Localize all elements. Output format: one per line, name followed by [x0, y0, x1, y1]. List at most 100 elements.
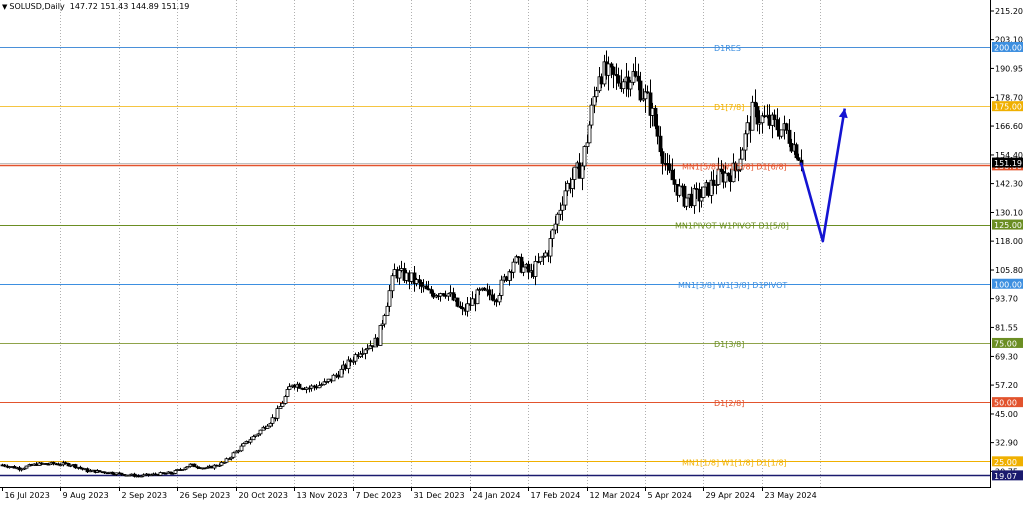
candle-body: [716, 168, 721, 185]
candle-body: [572, 166, 577, 180]
level-tag-bg: [992, 41, 1023, 52]
candle-body: [460, 307, 465, 310]
candle-body: [587, 124, 592, 144]
candle-body: [80, 467, 85, 470]
candle-body: [490, 294, 495, 301]
candle-body: [728, 175, 733, 183]
candle-body: [504, 276, 509, 281]
candle-body: [577, 162, 582, 179]
candle-body: [692, 188, 697, 207]
candle-body: [538, 256, 543, 262]
candle-body: [621, 81, 626, 90]
time-tick-label: 2 Sep 2023: [122, 491, 168, 500]
price-tick-label: 154.40: [995, 151, 1023, 160]
price-tick-label: 190.95: [995, 64, 1023, 73]
time-tick-label: 13 Nov 2023: [297, 491, 348, 500]
level-tag-bg: [992, 337, 1023, 348]
candle-body: [202, 467, 207, 470]
candle-body: [319, 384, 324, 386]
candle-body: [24, 465, 29, 469]
candle-body: [672, 179, 677, 185]
candle-body: [209, 465, 214, 469]
price-tick-label: 118.00: [995, 237, 1023, 246]
candle-body: [170, 472, 175, 475]
candle-body: [343, 364, 348, 370]
candle-body: [158, 472, 163, 476]
candle-body: [426, 288, 431, 291]
price-tick-label: 57.20: [995, 381, 1018, 390]
candle-body: [796, 157, 801, 161]
candle-body: [119, 472, 124, 475]
candle-body: [58, 464, 63, 467]
candle-body: [385, 305, 390, 317]
candle-body: [563, 190, 568, 206]
time-tick-label: 9 Aug 2023: [63, 491, 109, 500]
candle-body: [414, 279, 419, 284]
candle-body: [599, 76, 604, 85]
price-axis: 215.20 203.10 190.95 178.70 166.60 154.40 142.…: [990, 0, 1024, 487]
candle-body: [477, 289, 482, 291]
candle-body: [192, 463, 197, 468]
level-label: D1RES: [714, 44, 741, 53]
candle-body: [465, 303, 470, 312]
candle-body: [585, 142, 590, 147]
candle-body: [594, 90, 599, 98]
last-price-tag: 151.19: [994, 159, 1022, 168]
plot-background: [0, 0, 990, 487]
candle-body: [560, 204, 565, 211]
candle-body: [68, 464, 73, 467]
candle-body: [794, 144, 799, 159]
candle-body: [616, 75, 621, 84]
candle-body: [278, 406, 283, 409]
level-tag: 100.00: [994, 280, 1022, 289]
candle-body: [392, 269, 397, 277]
candle-body: [750, 101, 755, 131]
candle-body: [555, 213, 560, 225]
candle-body: [723, 172, 728, 183]
candle-body: [757, 122, 762, 125]
candle-body: [63, 462, 68, 465]
dropdown-triangle-icon[interactable]: ▼: [2, 3, 8, 11]
candle-body: [409, 272, 414, 282]
price-tick-label: 105.80: [995, 266, 1023, 275]
candle-body: [129, 473, 134, 476]
candle-body: [516, 256, 521, 259]
candle-body: [12, 466, 17, 469]
candle-body: [475, 289, 480, 305]
candle-body: [499, 279, 504, 296]
candles: [0, 50, 804, 478]
candle-body: [565, 182, 570, 192]
candle-body: [653, 107, 658, 127]
candle-body: [331, 374, 336, 382]
candle-body: [29, 464, 34, 466]
level-tag-bg: [992, 397, 1023, 408]
level-tag: 75.00: [994, 339, 1017, 348]
candle-body: [185, 466, 190, 469]
candle-body: [173, 470, 178, 474]
candle-body: [180, 469, 185, 471]
time-tick-label: 26 Sep 2023: [180, 491, 231, 500]
candle-body: [526, 263, 531, 273]
price-tick-label: 178.70: [995, 93, 1023, 102]
candle-body: [733, 162, 738, 172]
candle-body: [638, 80, 643, 101]
forecast-arrow: [799, 108, 848, 243]
candle-body: [251, 436, 256, 441]
vertical-grid: [60, 0, 821, 487]
time-tick-label: 5 Apr 2024: [648, 491, 692, 500]
candle-body: [643, 91, 648, 100]
candle-body: [51, 461, 56, 465]
level-tag-bg: [992, 101, 1023, 112]
price-tick-label: 142.30: [995, 180, 1023, 189]
candle-body: [553, 223, 558, 231]
candle-body: [390, 275, 395, 292]
candle-body: [141, 474, 146, 477]
level-label: MN1[5/8] W1[5/8] D1[6/8]: [682, 162, 787, 171]
candle-body: [224, 458, 229, 463]
price-tick-label: 93.70: [995, 295, 1018, 304]
level-tag: 50.00: [994, 399, 1017, 408]
price-tick-label: 81.55: [995, 323, 1018, 332]
candle-body: [550, 229, 555, 239]
candle-body: [404, 272, 409, 281]
